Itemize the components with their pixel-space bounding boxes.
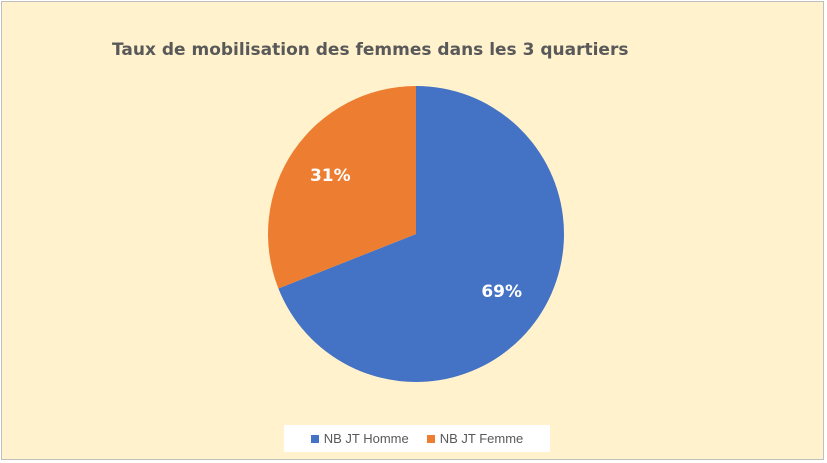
data-label-homme: 69% xyxy=(481,282,522,302)
legend-swatch-femme xyxy=(426,434,435,443)
legend-item-femme: NB JT Femme xyxy=(426,431,524,446)
legend-item-homme: NB JT Homme xyxy=(310,431,409,446)
chart-title: Taux de mobilisation des femmes dans les… xyxy=(112,40,629,60)
legend-label-femme: NB JT Femme xyxy=(439,431,524,446)
legend-label-homme: NB JT Homme xyxy=(323,431,409,446)
data-label-femme: 31% xyxy=(310,166,351,186)
legend: NB JT Homme NB JT Femme xyxy=(284,425,550,452)
pie-slice-homme xyxy=(278,86,564,383)
pie-slice-femme xyxy=(268,86,416,289)
legend-swatch-homme xyxy=(310,434,319,443)
